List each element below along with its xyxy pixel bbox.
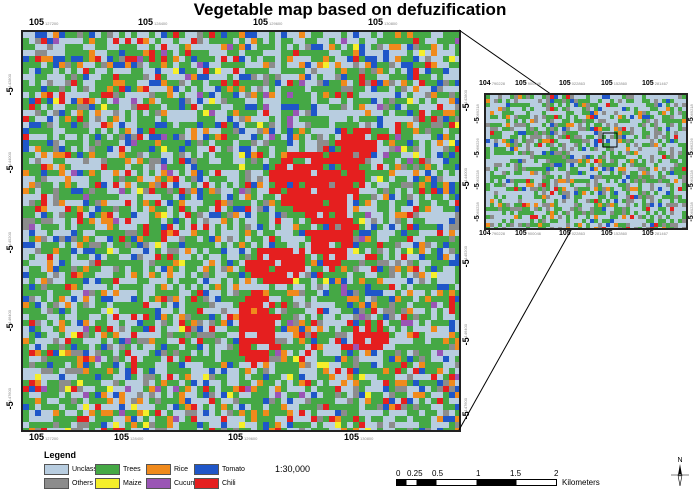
main-map[interactable] [21,30,461,432]
main-top-label: 105127200 [29,17,59,27]
scalebar-tick-label: 0.25 [407,469,423,478]
inset-bottom-label: 104790228 [479,230,506,237]
scalebar-units: Kilometers [562,478,600,487]
main-top-label: 105128400 [138,17,168,27]
legend-title: Legend [44,450,77,460]
legend-item: Others [44,478,93,489]
scalebar-tick-label: 2 [554,469,559,478]
inset-right-label: -5066226 [688,138,695,158]
inset-top-label: 105152860 [601,80,628,87]
main-top-label: 105129600 [253,17,283,27]
scalebar [396,479,557,486]
legend-item: Cucumber [146,478,206,489]
legend-swatch [44,478,69,489]
inset-bottom-label: 105281467 [642,230,669,237]
inset-top-label: 105900046 [515,80,542,87]
scalebar-tick-label: 0 [396,469,401,478]
legend-swatch [95,464,120,475]
inset-left-label: -5060228 [474,202,481,222]
legend-item: Maize [95,478,142,489]
north-arrow-icon: N [671,457,689,487]
legend-item: Tomato [194,464,245,475]
inset-raster [486,95,686,228]
legend-swatch [194,478,219,489]
main-bottom-label: 105129600 [228,432,258,442]
inset-bottom-label: 105152860 [601,230,628,237]
scalebar-tick-label: 1 [476,469,481,478]
land-cover-raster [23,32,459,430]
legend-item: Chili [194,478,236,489]
scale-ratio: 1:30,000 [275,464,311,474]
legend-swatch [146,464,171,475]
inset-top-label: 104790228 [479,80,506,87]
legend-swatch [95,478,120,489]
legend-swatch [194,464,219,475]
inset-bottom-label: 105900046 [515,230,542,237]
inset-right-label: -5069218 [688,104,695,124]
main-top-label: 105130800 [368,17,398,27]
inset-map[interactable] [484,93,688,230]
main-bottom-label: 105130800 [344,432,374,442]
main-bottom-label: 105127200 [29,432,59,442]
legend-swatch [146,478,171,489]
inset-right-label: -5063228 [688,170,695,190]
legend-item: Trees [95,464,141,475]
map-title: Vegetable map based on defuzification [193,0,507,19]
legend-item: Unclassified [44,464,110,475]
inset-left-label: -5069218 [474,104,481,124]
inset-left-label: -5066226 [474,138,481,158]
inset-extent-box [602,132,618,148]
scalebar-tick-label: 0.5 [432,469,444,478]
inset-top-label: 105281467 [642,80,669,87]
inset-bottom-label: 105022863 [559,230,586,237]
inset-top-label: 105022863 [559,80,586,87]
legend-swatch [44,464,69,475]
inset-left-label: -5063228 [474,170,481,190]
main-bottom-label: 105128400 [114,432,144,442]
scalebar-tick-label: 1.5 [510,469,522,478]
legend-item: Rice [146,464,188,475]
inset-right-label: -5060228 [688,202,695,222]
